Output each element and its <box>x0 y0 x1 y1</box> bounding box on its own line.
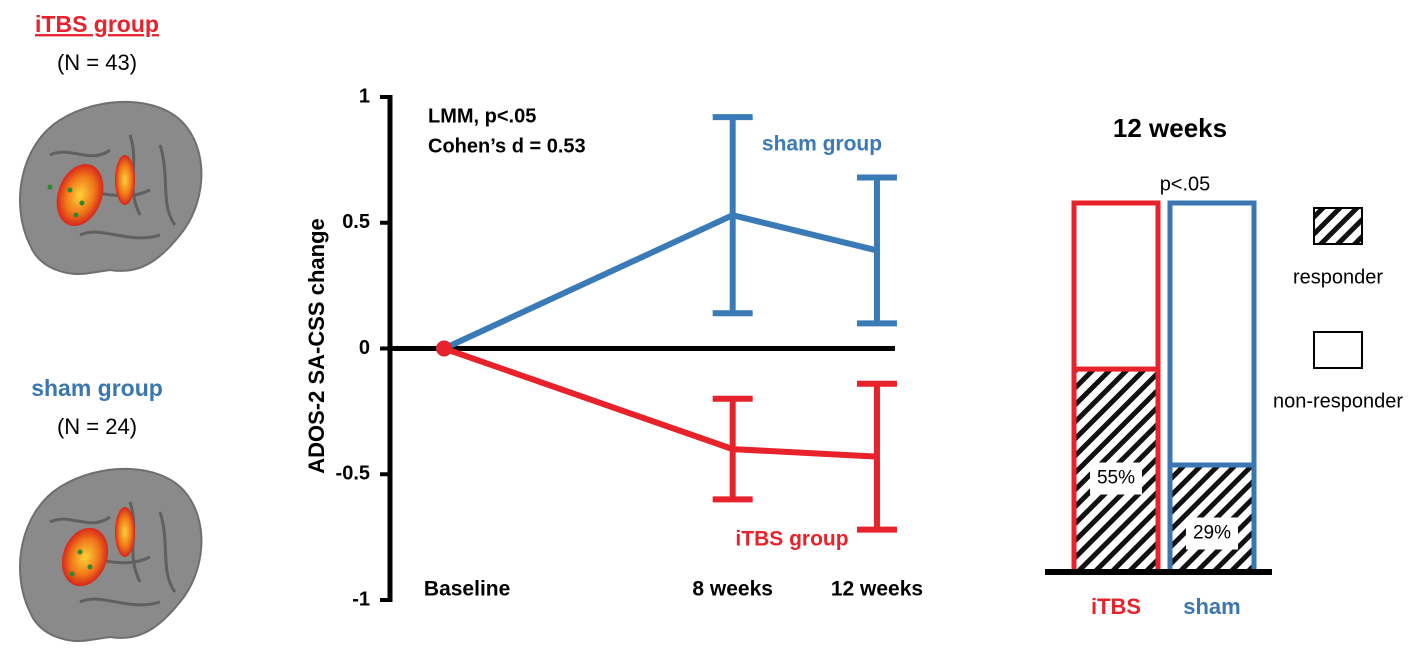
y-tick-label: 1 <box>359 85 370 107</box>
brain-image <box>19 100 203 275</box>
y-tick-label: 0 <box>359 337 370 359</box>
legend-swatch <box>1313 331 1363 369</box>
x-tick-label: Baseline <box>424 578 510 601</box>
label-box <box>1090 462 1142 495</box>
panel-subtitle: (N = 43) <box>57 50 137 75</box>
label-box <box>1186 517 1238 550</box>
bar-segment <box>1071 200 1161 372</box>
x-tick-label: sham <box>1183 594 1240 619</box>
y-axis-label: ADOS-2 SA-CSS change <box>304 218 329 474</box>
error-bar <box>856 174 897 327</box>
error-bar <box>712 114 753 317</box>
series-line <box>443 345 878 460</box>
error-bar <box>712 395 753 503</box>
legend-label: non-responder <box>1273 390 1403 412</box>
series-label: sham group <box>762 133 882 156</box>
value-label: 55% <box>1097 468 1135 489</box>
annotation: p<.05 <box>1160 173 1211 195</box>
y-tick-label: -0.5 <box>336 463 370 485</box>
panel-subtitle: (N = 24) <box>57 414 137 439</box>
annotation: LMM, p<.05 <box>428 105 536 127</box>
brain-image <box>19 467 203 642</box>
panel-title: sham group <box>31 375 163 401</box>
annotation: Cohen’s d = 0.53 <box>428 135 586 157</box>
value-label: 29% <box>1193 523 1231 544</box>
legend-swatch <box>1313 207 1363 245</box>
x-tick-label: 8 weeks <box>692 578 773 601</box>
x-tick-label: 12 weeks <box>831 578 923 601</box>
error-bar <box>856 380 897 533</box>
y-tick-label: -1 <box>352 588 370 610</box>
point <box>436 340 453 357</box>
series-label: iTBS group <box>735 528 848 551</box>
y-tick-label: 0.5 <box>342 211 370 233</box>
panel-title: iTBS group <box>35 11 159 37</box>
x-tick-label: iTBS <box>1091 594 1141 619</box>
legend-label: responder <box>1293 266 1383 288</box>
bar-segment <box>1167 200 1257 468</box>
chart-title: 12 weeks <box>1113 113 1227 143</box>
series-line <box>442 212 878 352</box>
